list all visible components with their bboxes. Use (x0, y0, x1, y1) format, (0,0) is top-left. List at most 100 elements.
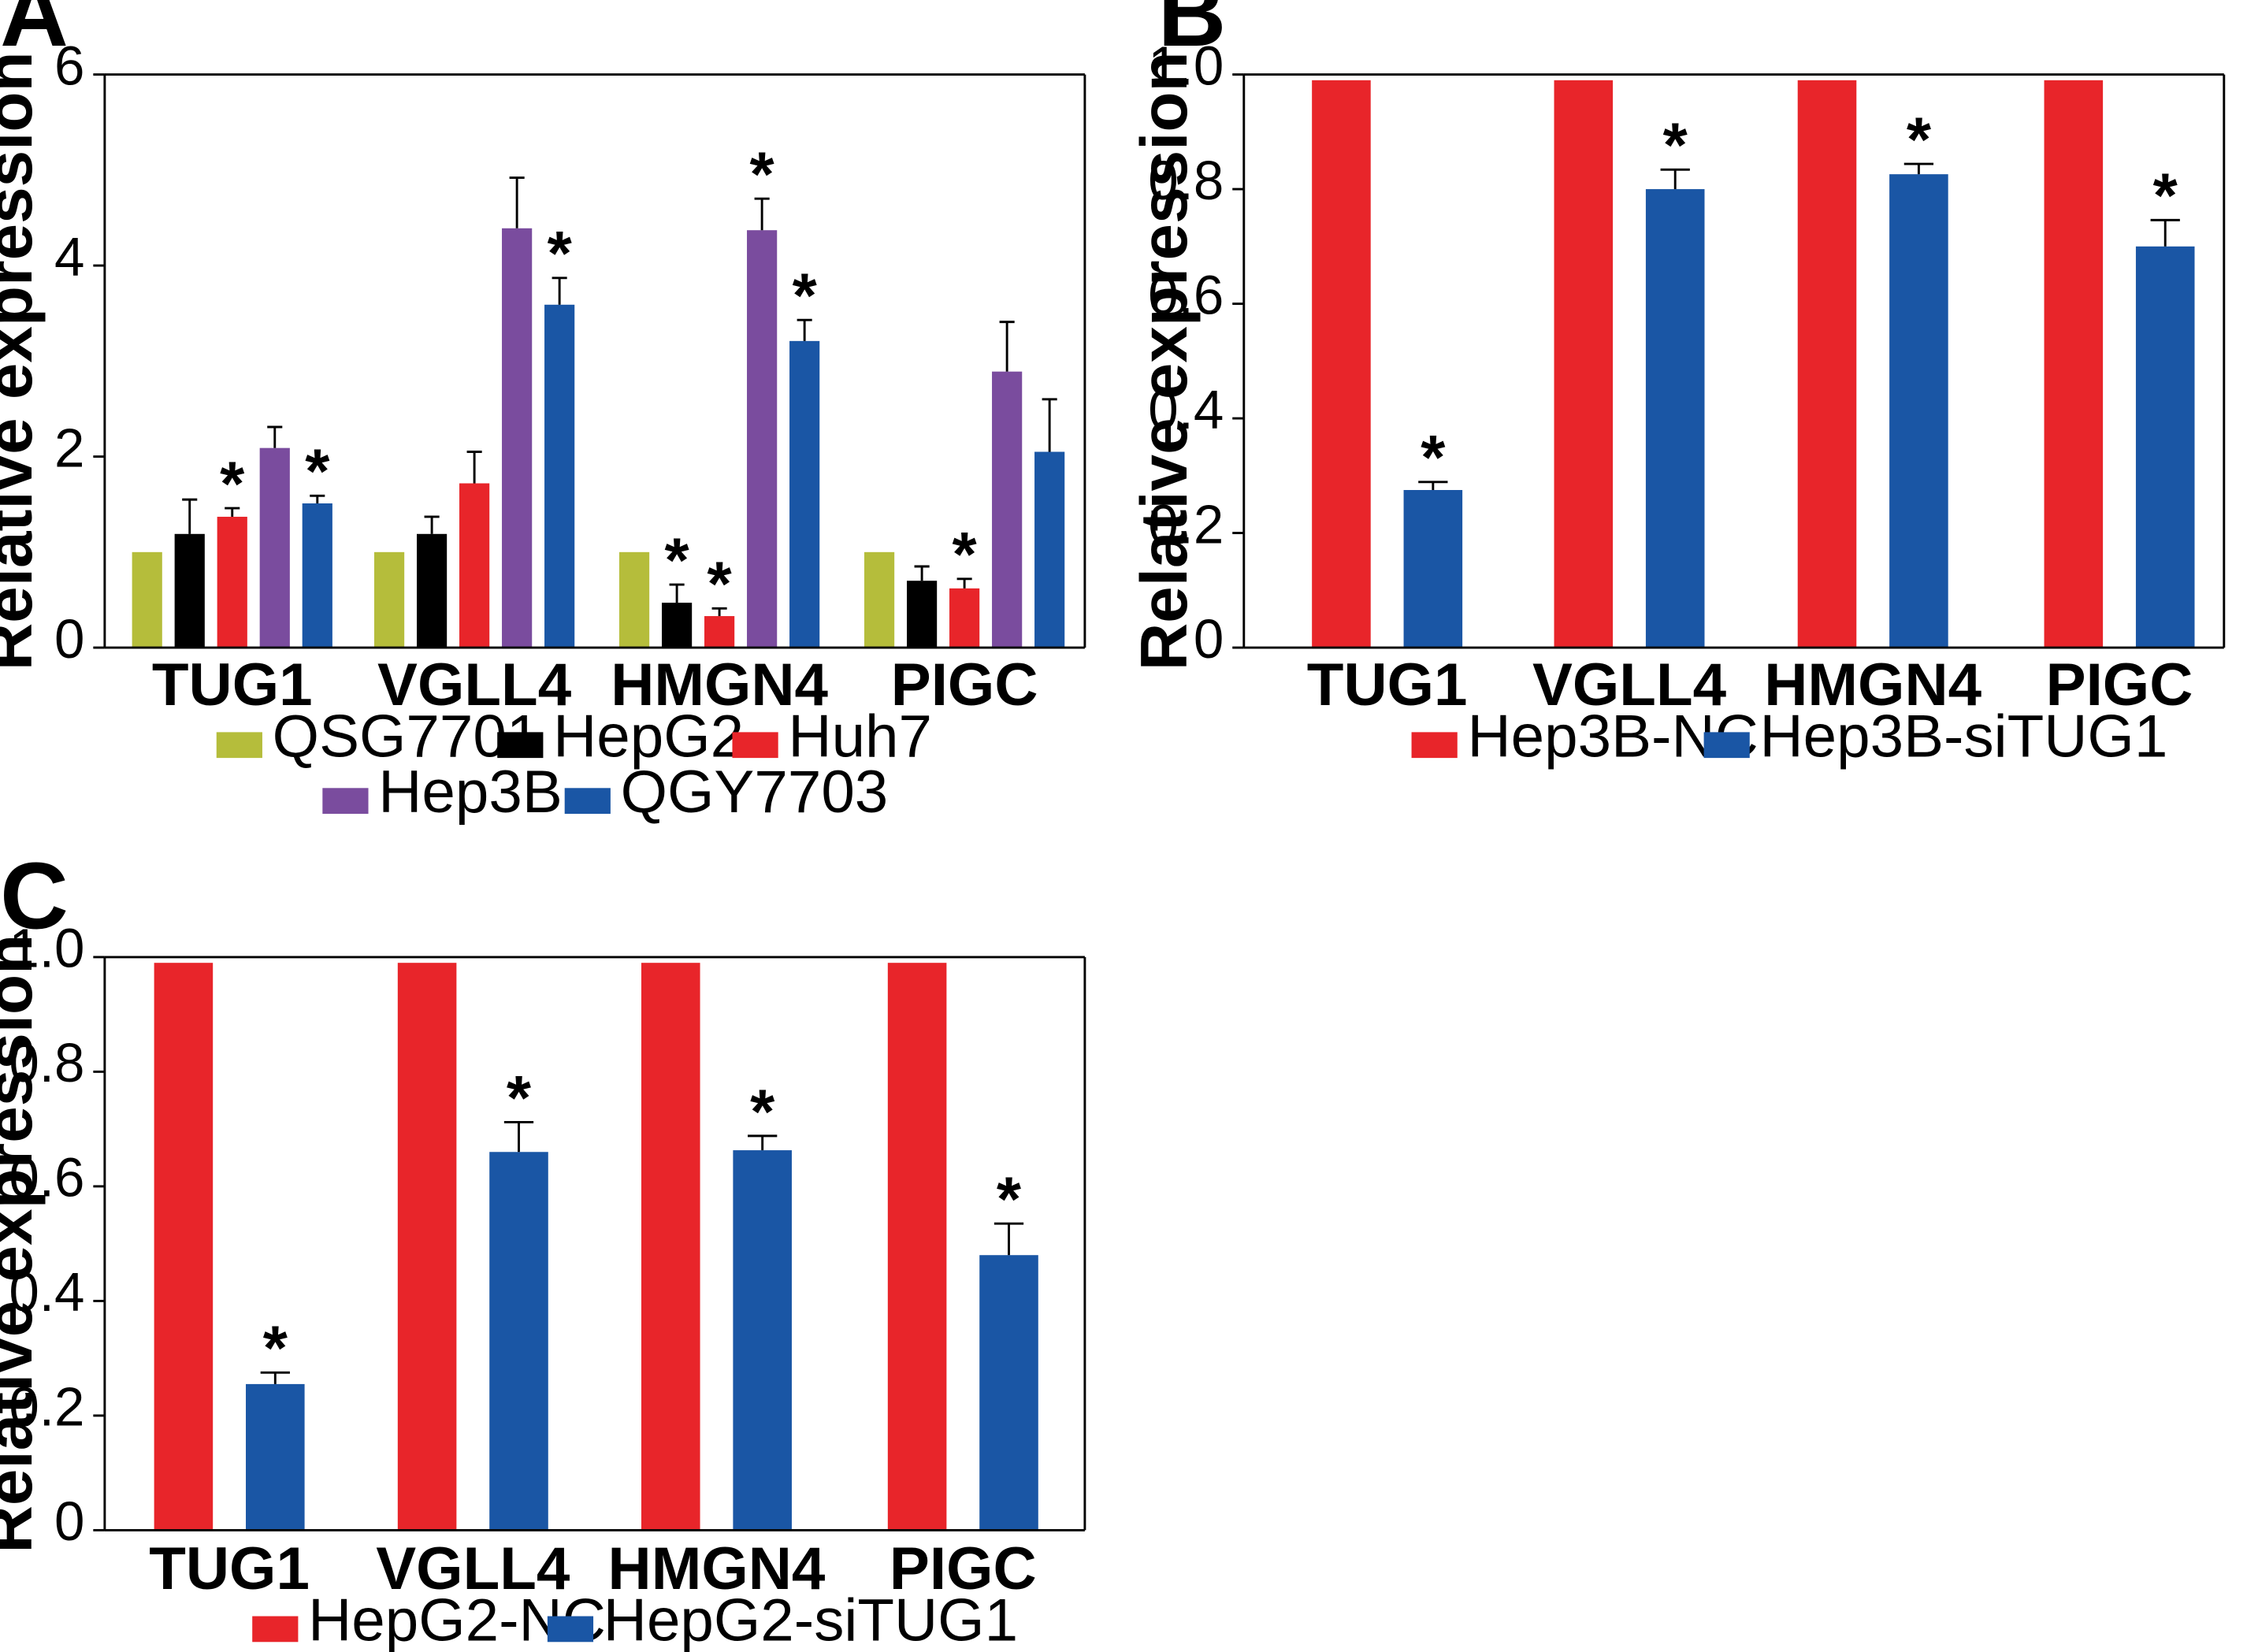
x-tick-label-pigc: PIGC (891, 652, 1038, 718)
panel-label-c: C (0, 844, 69, 949)
significance-marker-qgy7703-vgll4: * (548, 218, 573, 288)
y-tick-label-0: 0 (54, 1491, 84, 1552)
legend-swatch-qgy7703 (564, 788, 611, 815)
x-tick-label-tug1: TUG1 (152, 652, 313, 718)
bar-hepg2-situg1-vgll4 (489, 1152, 548, 1531)
x-tick-label-tug1: TUG1 (149, 1535, 310, 1602)
significance-marker-hep3b-situg1-pigc: * (2153, 161, 2178, 231)
y-tick-label-0-4: 0.4 (9, 1261, 84, 1323)
bar-hepg2-pigc (907, 581, 938, 648)
significance-marker-qgy7703-hmgn4: * (793, 261, 818, 331)
bar-hep3b-nc-hmgn4 (1797, 80, 1857, 648)
x-tick-label-hmgn4: HMGN4 (611, 652, 828, 718)
bar-huh7-hmgn4 (704, 616, 735, 648)
bar-hep3b-vgll4 (502, 228, 533, 648)
x-tick-label-vgll4: VGLL4 (377, 652, 572, 718)
bar-qgy7703-tug1 (302, 503, 332, 648)
bar-hep3b-tug1 (259, 447, 290, 648)
bar-hep3b-situg1-pigc (2135, 246, 2195, 648)
bar-huh7-pigc (949, 588, 980, 648)
legend-swatch-hepg2 (497, 732, 544, 759)
legend-label-hepg2-situg1: HepG2-siTUG1 (604, 1587, 1018, 1652)
bar-huh7-tug1 (217, 516, 247, 648)
legend-label-qsg7701: QSG7701 (273, 703, 540, 770)
bar-hepg2-nc-tug1 (154, 963, 214, 1531)
x-tick-label-vgll4: VGLL4 (376, 1535, 570, 1602)
bar-hepg2-situg1-tug1 (246, 1383, 305, 1531)
legend-label-qgy7703: QGY7703 (621, 759, 889, 826)
significance-marker-hepg2-hmgn4: * (665, 525, 690, 595)
bar-hepg2-nc-pigc (887, 963, 947, 1531)
x-tick-label-pigc: PIGC (890, 1535, 1037, 1602)
bar-hep3b-nc-vgll4 (1554, 80, 1614, 648)
bar-huh7-vgll4 (459, 483, 490, 648)
panel-label-b: B (1158, 0, 1227, 66)
legend-label-hepg2: HepG2 (553, 703, 744, 770)
y-tick-label-6: 6 (54, 35, 84, 96)
y-axis-title: Relative expression (0, 51, 46, 670)
bar-hepg2-vgll4 (417, 533, 448, 648)
bar-hep3b-nc-pigc (2044, 80, 2104, 648)
x-tick-label-vgll4: VGLL4 (1532, 652, 1727, 718)
significance-marker-hep3b-situg1-tug1: * (1421, 422, 1446, 492)
y-tick-label-0-2: 0.2 (9, 1376, 84, 1438)
y-tick-label-2: 2 (54, 417, 84, 478)
significance-marker-hepg2-situg1-tug1: * (263, 1313, 288, 1383)
y-tick-label-0: 0 (54, 608, 84, 670)
significance-marker-hepg2-situg1-vgll4: * (507, 1063, 532, 1133)
panel-label-a: A (0, 0, 69, 66)
bar-qsg7701-tug1 (132, 551, 162, 648)
bar-hepg2-nc-vgll4 (397, 963, 457, 1531)
legend-swatch-huh7 (732, 732, 778, 759)
y-tick-label-0-2: 0.2 (1148, 493, 1224, 555)
significance-marker-huh7-tug1: * (220, 448, 245, 518)
y-axis-title: Relative expression (0, 934, 46, 1554)
bar-qgy7703-pigc (1034, 451, 1065, 648)
bar-hepg2-nc-hmgn4 (641, 963, 700, 1531)
significance-marker-hep3b-hmgn4: * (750, 139, 775, 210)
y-tick-label-0-6: 0.6 (1148, 264, 1224, 325)
legend-swatch-hepg2-nc (252, 1616, 299, 1643)
x-tick-label-hmgn4: HMGN4 (1764, 652, 1981, 718)
bar-hepg2-hmgn4 (662, 603, 693, 648)
significance-marker-huh7-hmgn4: * (708, 549, 733, 619)
y-tick-label-0-4: 0.4 (1148, 379, 1224, 440)
legend-label-hep3b: Hep3B (378, 759, 563, 826)
y-tick-label-0-8: 0.8 (9, 1032, 84, 1093)
bar-hep3b-situg1-tug1 (1403, 490, 1463, 648)
y-tick-label-0: 0 (1194, 608, 1224, 670)
legend-swatch-hep3b-situg1 (1703, 732, 1750, 759)
x-tick-label-tug1: TUG1 (1307, 652, 1468, 718)
significance-marker-hep3b-situg1-vgll4: * (1663, 110, 1688, 180)
legend-label-huh7: Huh7 (788, 703, 932, 770)
bar-hepg2-situg1-hmgn4 (733, 1150, 792, 1531)
significance-marker-qgy7703-tug1: * (305, 436, 330, 507)
legend-label-hep3b-situg1: Hep3B-siTUG1 (1760, 703, 2168, 770)
bar-hep3b-hmgn4 (747, 230, 778, 648)
y-tick-label-1-0: 1.0 (1148, 35, 1224, 96)
bar-hep3b-situg1-hmgn4 (1889, 174, 1948, 648)
legend-swatch-hepg2-situg1 (547, 1616, 594, 1643)
y-tick-label-0-6: 0.6 (9, 1147, 84, 1208)
bar-qsg7701-vgll4 (373, 551, 405, 648)
bar-qsg7701-pigc (864, 551, 895, 648)
bar-qsg7701-hmgn4 (618, 551, 650, 648)
bar-hep3b-pigc (992, 371, 1023, 648)
significance-marker-hep3b-situg1-hmgn4: * (1907, 104, 1932, 174)
bar-qgy7703-vgll4 (544, 304, 575, 648)
bar-hep3b-situg1-vgll4 (1645, 189, 1705, 648)
legend-swatch-qsg7701 (216, 732, 262, 759)
bar-hepg2-situg1-pigc (979, 1255, 1038, 1531)
y-tick-label-0-8: 0.8 (1148, 150, 1224, 211)
significance-marker-huh7-pigc: * (953, 519, 978, 589)
legend-swatch-hep3b-nc (1411, 732, 1458, 759)
bar-qgy7703-hmgn4 (789, 340, 820, 648)
significance-marker-hepg2-situg1-hmgn4: * (750, 1076, 775, 1146)
x-tick-label-hmgn4: HMGN4 (608, 1535, 826, 1602)
legend-swatch-hep3b (322, 788, 369, 815)
bar-hepg2-tug1 (174, 533, 205, 648)
